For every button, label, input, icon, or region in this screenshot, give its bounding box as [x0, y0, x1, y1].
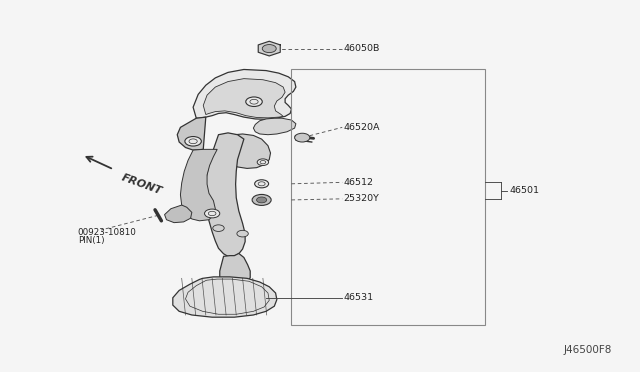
Text: 46531: 46531: [344, 293, 374, 302]
Polygon shape: [177, 117, 206, 150]
Circle shape: [212, 225, 224, 231]
Polygon shape: [204, 78, 285, 118]
Polygon shape: [164, 205, 192, 223]
Polygon shape: [193, 70, 296, 119]
Circle shape: [252, 195, 271, 205]
Circle shape: [262, 45, 276, 52]
Text: 46512: 46512: [344, 178, 374, 187]
Circle shape: [237, 230, 248, 237]
Polygon shape: [180, 149, 217, 221]
Polygon shape: [173, 277, 277, 317]
Circle shape: [255, 180, 269, 188]
Polygon shape: [259, 41, 280, 56]
Circle shape: [246, 97, 262, 106]
Text: 46501: 46501: [509, 186, 539, 195]
Text: 25320Y: 25320Y: [344, 194, 380, 203]
Circle shape: [205, 209, 220, 218]
Text: J46500F8: J46500F8: [563, 344, 612, 355]
Circle shape: [257, 197, 267, 203]
Polygon shape: [205, 133, 245, 256]
Text: 46050B: 46050B: [344, 44, 380, 53]
Polygon shape: [253, 118, 296, 135]
Text: PIN(1): PIN(1): [77, 236, 104, 245]
Circle shape: [294, 133, 310, 142]
Text: 00923-10810: 00923-10810: [77, 228, 136, 237]
Circle shape: [185, 137, 202, 146]
Text: FRONT: FRONT: [120, 172, 164, 196]
Bar: [291, 69, 485, 325]
Text: 46520A: 46520A: [344, 123, 380, 132]
Polygon shape: [220, 253, 250, 284]
Polygon shape: [223, 134, 271, 169]
Circle shape: [257, 159, 269, 166]
